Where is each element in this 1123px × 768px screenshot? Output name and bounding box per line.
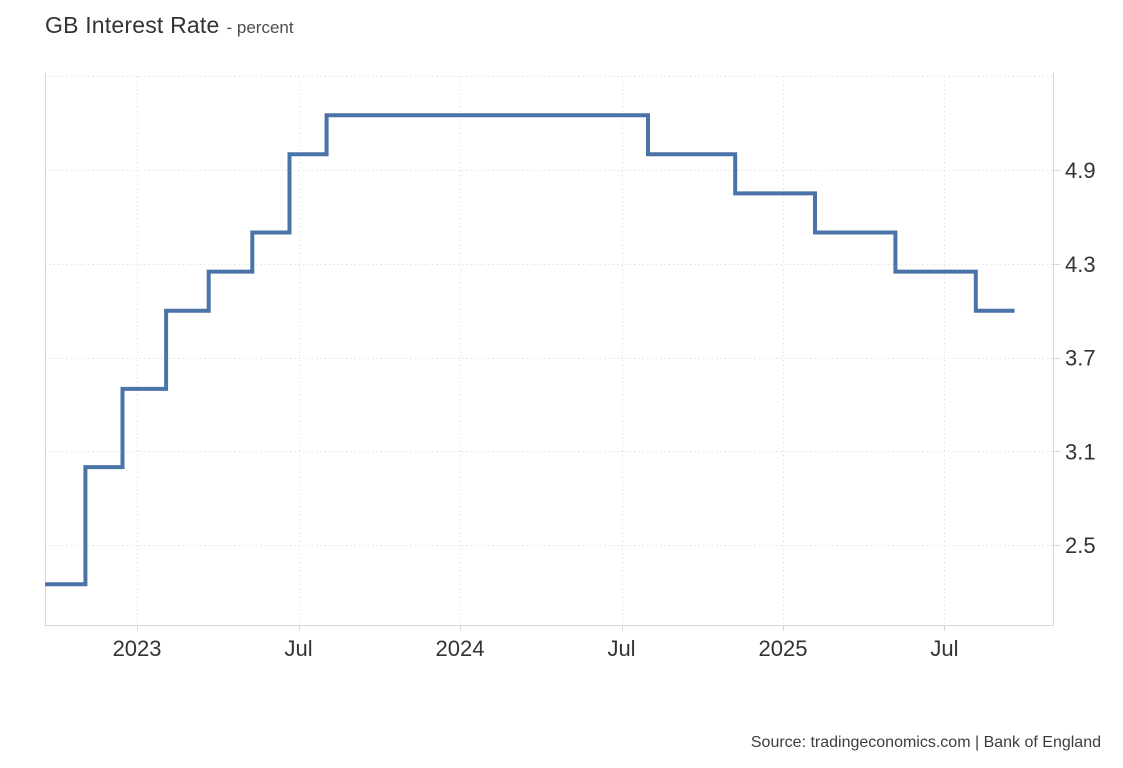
- y-axis-label: 3.1: [1065, 439, 1096, 464]
- axes: [45, 73, 1060, 631]
- gridlines: [45, 76, 1053, 625]
- x-axis-label: Jul: [284, 636, 312, 661]
- x-axis-label: 2024: [436, 636, 485, 661]
- series-line: [45, 113, 1015, 587]
- y-axis-label: 2.5: [1065, 533, 1096, 558]
- chart-unit-label: - percent: [226, 18, 294, 37]
- chart-area[interactable]: 2023 Jul 2024 Jul 2025 Jul 4.9 4.3 3.7 3.1 2.5: [0, 0, 1123, 700]
- y-axis-label: 4.9: [1065, 158, 1096, 183]
- chart-title: GB Interest Rate: [45, 12, 220, 38]
- x-axis-label: Jul: [930, 636, 958, 661]
- x-axis-label: 2023: [113, 636, 162, 661]
- x-axis-label: Jul: [607, 636, 635, 661]
- y-axis-labels: 4.9 4.3 3.7 3.1 2.5: [1065, 158, 1096, 558]
- x-axis-label: 2025: [759, 636, 808, 661]
- x-axis-labels: 2023 Jul 2024 Jul 2025 Jul: [113, 636, 959, 661]
- source-attribution: Source: tradingeconomics.com | Bank of E…: [750, 734, 1101, 751]
- interest-rate-step-chart[interactable]: 2023 Jul 2024 Jul 2025 Jul 4.9 4.3 3.7 3.1 2.5: [0, 0, 1123, 700]
- y-axis-label: 4.3: [1065, 252, 1096, 277]
- chart-header: GB Interest Rate - percent: [45, 12, 294, 39]
- y-axis-label: 3.7: [1065, 346, 1096, 371]
